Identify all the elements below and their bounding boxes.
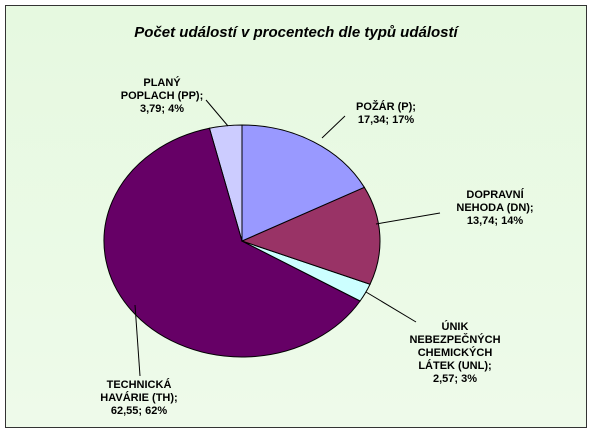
value-label: 3,79; 4%	[139, 103, 185, 115]
value-label: 17,34; 17%	[357, 114, 415, 126]
category-label: TECHNICKÁ HAVÁRIE (TH);	[100, 379, 178, 404]
data-label: DOPRAVNÍ NEHODA (DN); 13,74; 14%	[445, 189, 545, 228]
leader-lines	[134, 99, 441, 377]
data-label: TECHNICKÁ HAVÁRIE (TH); 62,55; 62%	[98, 379, 180, 418]
leader-line	[375, 212, 441, 225]
category-label: POŽÁR (P);	[356, 101, 416, 113]
pie-slice	[103, 127, 361, 358]
value-label: 62,55; 62%	[110, 405, 168, 417]
pie-slice	[240, 186, 381, 285]
pie-slice	[241, 124, 366, 242]
leader-line	[205, 99, 229, 127]
leader-line	[365, 291, 417, 323]
leader-line	[321, 115, 346, 139]
category-label: ÚNIK NEBEZPEČNÝCH CHEMICKÝCH LÁTEK (UNL)…	[409, 321, 501, 372]
chart-title: Počet událostí v procentech dle typů udá…	[134, 24, 458, 41]
category-label: PLANÝ POPLACH (PP);	[120, 77, 204, 102]
value-label: 2,57; 3%	[432, 373, 478, 385]
data-label: ÚNIK NEBEZPEČNÝCH CHEMICKÝCH LÁTEK (UNL)…	[405, 321, 505, 386]
data-label: POŽÁR (P); 17,34; 17%	[340, 101, 432, 127]
value-label: 13,74; 14%	[466, 215, 524, 227]
data-label: PLANÝ POPLACH (PP); 3,79; 4%	[120, 77, 204, 116]
leader-line	[134, 304, 141, 377]
category-label: DOPRAVNÍ NEHODA (DN);	[456, 189, 534, 214]
